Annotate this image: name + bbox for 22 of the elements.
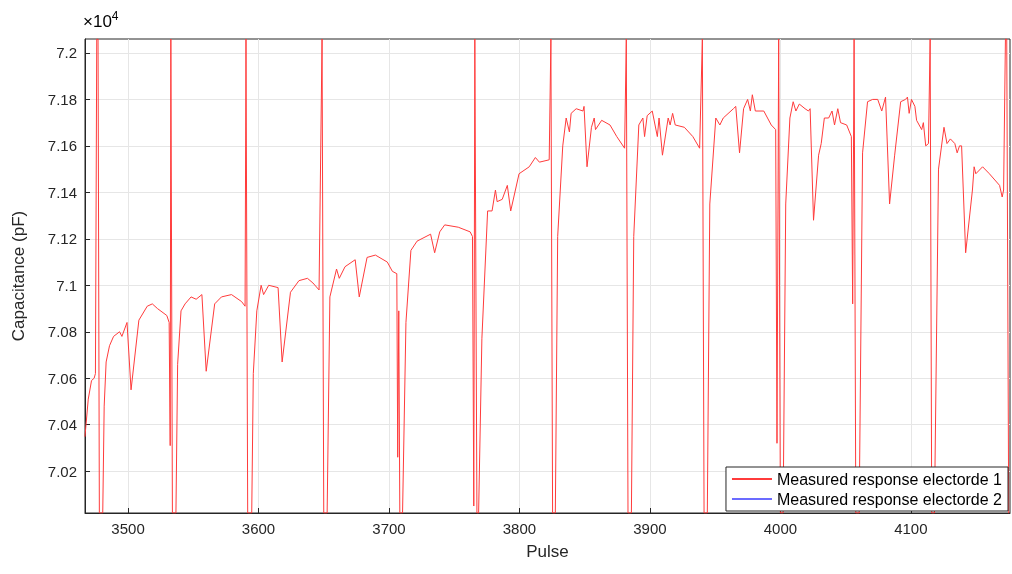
legend-label: Measured response electorde 2 bbox=[776, 490, 1003, 508]
x-tick-label: 3500 bbox=[111, 520, 145, 537]
y-tick-label: 7.04 bbox=[47, 416, 77, 434]
y-tick-label: 7.16 bbox=[47, 137, 77, 155]
x-tick-label: 3600 bbox=[241, 520, 276, 537]
x-tick-label: 4000 bbox=[763, 520, 798, 537]
y-tick-label: 7.12 bbox=[47, 230, 77, 248]
y-tick-label: 7.02 bbox=[47, 462, 77, 480]
x-tick-label: 3900 bbox=[633, 520, 667, 537]
y-axis-title: Capacitance (pF) bbox=[9, 210, 28, 342]
x-tick-label: 3700 bbox=[372, 520, 406, 537]
y-tick-label: 7.08 bbox=[47, 323, 77, 341]
y-tick-label: 7.06 bbox=[47, 369, 77, 387]
legend-label: Measured response electorde 1 bbox=[776, 470, 1003, 488]
x-tick-label: 4100 bbox=[894, 520, 928, 537]
line-series bbox=[84, 38, 1010, 514]
y-tick-label: 7.2 bbox=[56, 44, 77, 62]
x-axis-title: Pulse bbox=[526, 542, 569, 561]
y-tick-label: 7.1 bbox=[56, 276, 77, 294]
x-tick-label: 3800 bbox=[502, 520, 537, 537]
y-tick-label: 7.18 bbox=[47, 90, 77, 108]
y-tick-label: 7.14 bbox=[47, 183, 77, 201]
